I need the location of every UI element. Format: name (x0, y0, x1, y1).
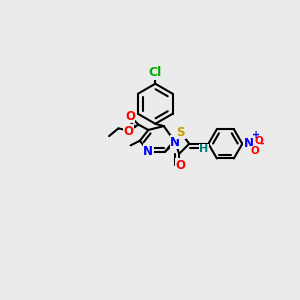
Text: N: N (170, 136, 180, 149)
Text: -: - (259, 139, 264, 149)
Text: H: H (199, 144, 208, 154)
Text: O: O (125, 110, 135, 123)
Text: O: O (255, 136, 264, 146)
Text: Cl: Cl (149, 67, 162, 80)
Text: N: N (143, 145, 153, 158)
Text: O: O (176, 159, 186, 172)
Text: O: O (123, 125, 133, 138)
Text: N: N (244, 137, 254, 150)
Text: +: + (251, 130, 260, 140)
Text: O: O (250, 146, 259, 157)
Text: S: S (176, 126, 185, 139)
